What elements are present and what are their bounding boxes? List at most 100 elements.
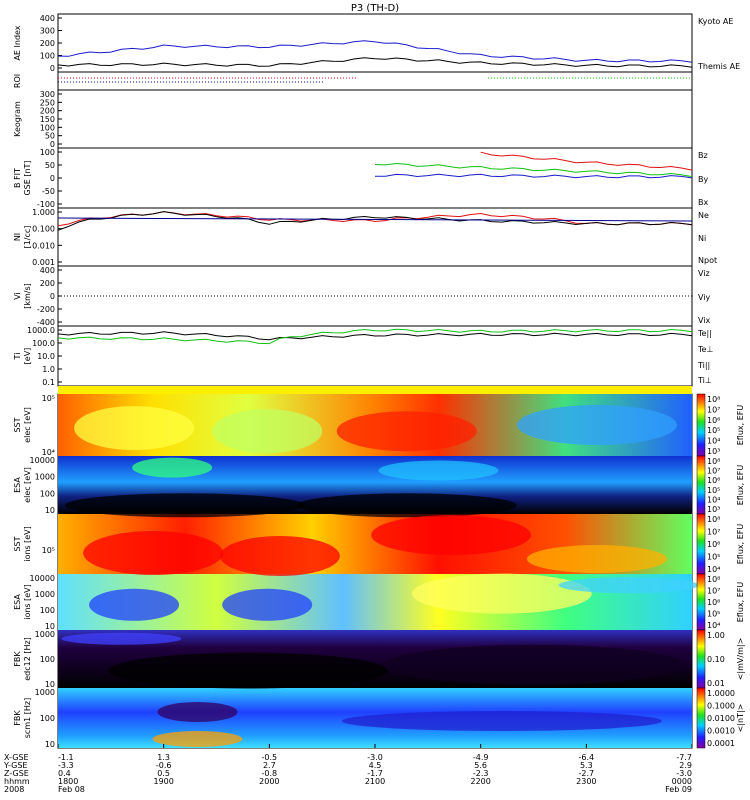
- x-tick-label: 2.7: [263, 761, 276, 770]
- y-axis-unit: elec [eV]: [23, 407, 32, 443]
- y-axis-label: FBK: [13, 710, 22, 726]
- y-tick-label: 100: [40, 606, 55, 615]
- y-tick-label: 10: [45, 740, 55, 749]
- y-tick-label: -400: [37, 318, 55, 327]
- colorbar-label: <|nT|>: [736, 704, 745, 733]
- y-tick-label: 0.001: [32, 258, 55, 267]
- x-row-label: X-GSE: [4, 753, 29, 762]
- y-axis-unit: edc12 [Hz]: [23, 637, 32, 681]
- y-axis-label: Keogram: [13, 101, 22, 137]
- y-tick-label: 1000.0: [27, 326, 55, 335]
- y-tick-label: 0.010: [32, 241, 55, 250]
- y-axis-unit: ions [eV]: [23, 526, 32, 562]
- colorbar-tick-label: 10⁴: [707, 437, 720, 446]
- y-axis-unit: [eV]: [23, 348, 32, 365]
- y-tick-label: 1000: [35, 688, 55, 697]
- colorbar-tick-label: 10⁸: [707, 575, 720, 584]
- y-axis-unit: elec [eV]: [23, 467, 32, 503]
- colorbar-tick-label: 10⁸: [707, 395, 720, 404]
- x-tick-label: -2.3: [473, 769, 489, 778]
- colorbar-tick-label: 10⁶: [707, 598, 720, 607]
- y-tick-label: 400: [40, 14, 55, 23]
- colorbar-tick-label: 10⁶: [707, 540, 720, 549]
- y-axis-label: NI: [13, 233, 22, 241]
- spectrogram-feature: [371, 515, 532, 555]
- panel-frame-roi: [57, 71, 693, 91]
- colorbar-tick-label: 0.0001: [707, 739, 735, 748]
- y-axis-label: Ti: [13, 353, 22, 361]
- y-tick-label: 1000: [35, 590, 55, 599]
- y-tick-label: 100: [40, 52, 55, 61]
- x-tick-label: -0.8: [262, 769, 278, 778]
- series-npot: [57, 217, 693, 222]
- spectrogram-feature: [378, 460, 499, 481]
- colorbar-tick-label: 1.00: [707, 631, 725, 640]
- y-tick-label: 0: [50, 64, 55, 73]
- legend-By: By: [698, 175, 708, 184]
- colorbar-tick-label: 1.0000: [707, 689, 735, 698]
- x-tick-label: -2.7: [579, 769, 595, 778]
- spectrogram-feature: [212, 409, 323, 454]
- colorbar-label: Eflux, EFU: [736, 582, 745, 623]
- y-tick-label: 1.0: [42, 365, 55, 374]
- x-tick-label: -0.5: [262, 753, 278, 762]
- spectrogram-feature: [296, 493, 517, 518]
- legend-Bz: Bz: [698, 151, 708, 160]
- colorbar-tick-label: 10⁶: [707, 416, 720, 425]
- legend-Themis AE: Themis AE: [697, 62, 740, 71]
- colorbar-tick-label: 10⁷: [707, 467, 720, 476]
- y-axis-label: ESA: [13, 594, 22, 610]
- colorbar-3: [696, 573, 706, 631]
- spectrogram-feature: [83, 531, 224, 575]
- x-tick-label: 0.4: [58, 769, 71, 778]
- spectrogram-feature: [411, 573, 592, 614]
- y-tick-label: 10⁴: [42, 448, 55, 457]
- spectrogram-feature: [341, 711, 662, 731]
- legend-Bx: Bx: [698, 198, 708, 207]
- spectrogram-feature: [516, 405, 677, 445]
- colorbar-tick-label: 0.1000: [707, 702, 735, 711]
- series-kyoto-ae: [57, 40, 693, 63]
- y-tick-label: 50: [45, 132, 55, 141]
- panel-frame-keogram: [57, 89, 693, 149]
- colorbar-tick-label: 10⁷: [707, 587, 720, 596]
- y-tick-label: 100: [40, 123, 55, 132]
- y-axis-label: ESA: [13, 477, 22, 493]
- y-axis-label: ROI: [13, 74, 22, 88]
- spectrogram-feature: [152, 731, 243, 747]
- series-ti-par: [57, 328, 693, 345]
- x-tick-label: Feb 09: [665, 785, 692, 794]
- y-tick-label: 100.0: [32, 339, 55, 348]
- colorbar-tick-label: 0.10: [707, 655, 725, 664]
- colorbar-2: [696, 513, 706, 575]
- y-tick-label: 250: [40, 98, 55, 107]
- colorbar-4: [696, 629, 706, 689]
- spectrogram-feature: [222, 588, 313, 621]
- colorbar-label: Eflux, EFU: [736, 524, 745, 565]
- y-tick-label: 10: [45, 680, 55, 689]
- x-tick-label: -1.1: [58, 753, 74, 762]
- x-tick-label: 0000: [672, 777, 692, 786]
- colorbar-tick-label: 10⁵: [707, 486, 720, 495]
- y-axis-label: AE Index: [13, 25, 22, 60]
- x-tick-label: -3.0: [676, 769, 692, 778]
- y-axis-unit: [km/s]: [23, 283, 32, 309]
- time-axis-group: X-GSEY-GSEZ-GSEhhmm2008-1.1-3.30.41800Fe…: [3, 744, 693, 794]
- spectrogram-feature: [132, 457, 213, 478]
- spectrogram-feature: [108, 652, 389, 689]
- y-tick-label: 10: [45, 622, 55, 631]
- series-by: [374, 162, 693, 178]
- y-axis-label: SST: [13, 417, 22, 432]
- y-tick-label: 300: [40, 27, 55, 36]
- x-row-label: Z-GSE: [4, 769, 29, 778]
- colorbar-0: [696, 393, 706, 457]
- legend-Ti||: Ti||: [697, 361, 710, 370]
- y-tick-label: 0: [50, 292, 55, 301]
- series-bx: [375, 173, 693, 179]
- legend-Kyoto AE: Kyoto AE: [698, 17, 733, 26]
- x-tick-label: 1900: [153, 777, 173, 786]
- x-tick-label: 5.3: [580, 761, 593, 770]
- y-tick-label: 0: [50, 140, 55, 149]
- y-axis-label: SST: [13, 536, 22, 551]
